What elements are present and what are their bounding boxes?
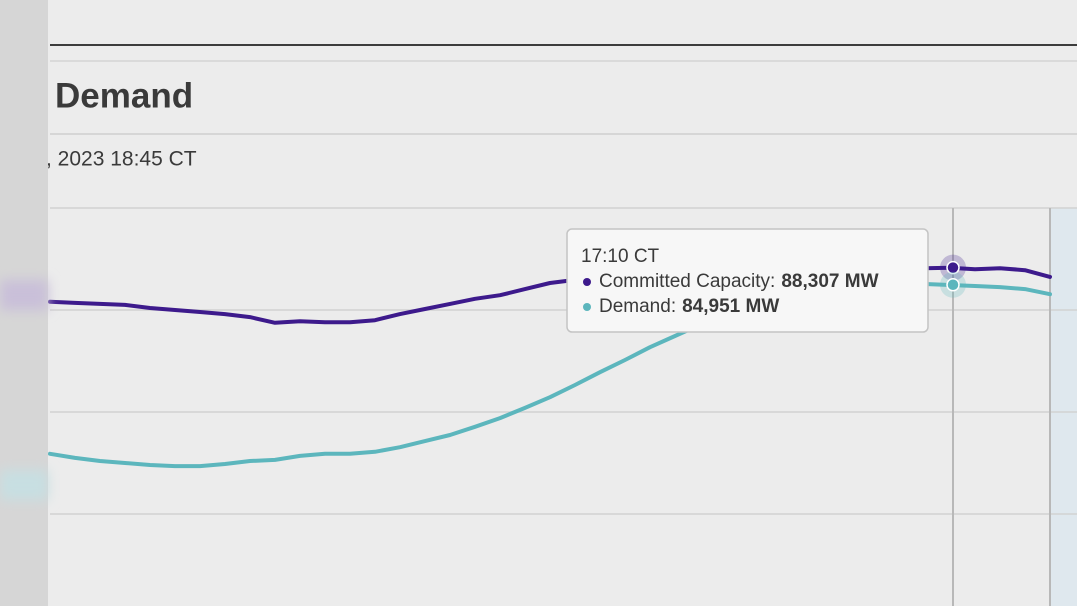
tooltip-row: Demand: 84,951 MW — [599, 296, 779, 317]
tooltip-bullet — [583, 278, 591, 286]
tooltip-bullet — [583, 303, 591, 311]
left-edge-blur — [0, 280, 48, 310]
tooltip-row: Committed Capacity: 88,307 MW — [599, 271, 879, 292]
left-edge-blur — [0, 470, 48, 500]
chart-subtitle: , 2023 18:45 CT — [46, 148, 197, 171]
hover-point — [946, 277, 960, 292]
chart-title: Demand — [55, 76, 193, 115]
tooltip-value: 84,951 MW — [682, 296, 779, 317]
tooltip-box — [566, 228, 929, 333]
tooltip-label: Demand: — [599, 296, 676, 317]
forecast-shade — [1050, 208, 1077, 606]
tooltip: 17:10 CT Committed Capacity: 88,307 MWDem… — [566, 228, 929, 333]
hover-point — [946, 260, 960, 275]
tooltip-value: 88,307 MW — [781, 271, 878, 292]
tooltip-title: 17:10 CT — [581, 246, 660, 267]
tooltip-label: Committed Capacity: — [599, 271, 775, 292]
